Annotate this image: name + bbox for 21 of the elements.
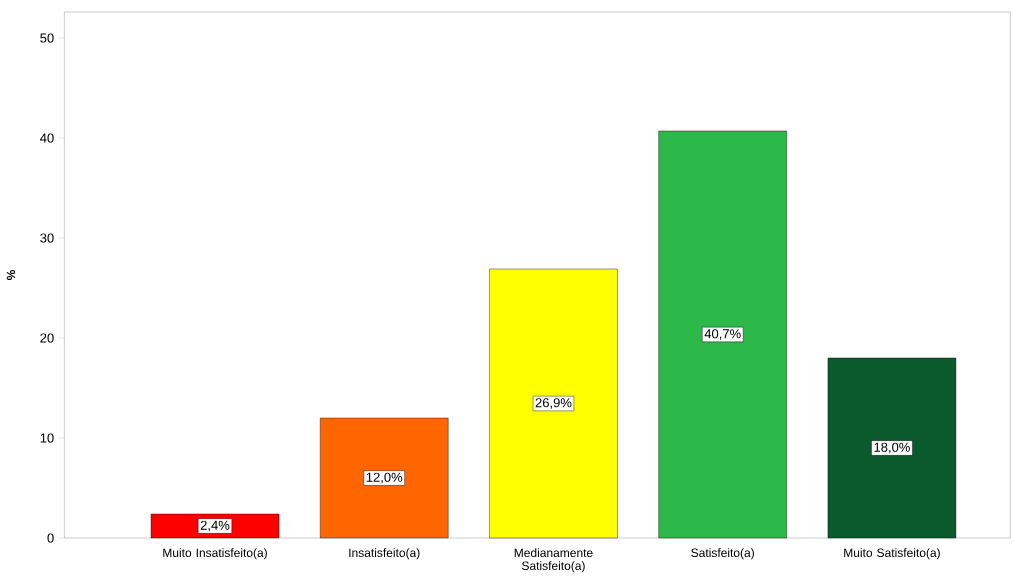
data-label: 2,4% xyxy=(200,520,230,532)
data-label: 12,0% xyxy=(366,472,403,484)
x-tick-label: Muito Satisfeito(a) xyxy=(844,548,940,560)
bar xyxy=(320,417,449,539)
x-tick-label: Satisfeito(a) xyxy=(691,548,754,560)
y-axis-title: % xyxy=(6,269,16,281)
x-tick-label: Medianamente Satisfeito(a) xyxy=(514,548,593,573)
x-tick-label: Muito Insatisfeito(a) xyxy=(163,548,267,560)
y-tick-label: 40 xyxy=(40,133,54,143)
bar xyxy=(658,130,787,539)
bar xyxy=(827,357,957,539)
x-tick-label: Insatisfeito(a) xyxy=(349,548,420,560)
data-label: 40,7% xyxy=(704,329,741,340)
bar xyxy=(489,268,618,539)
y-tick-label: 10 xyxy=(40,433,54,443)
y-tick-label: 20 xyxy=(40,333,54,343)
data-label: 26,9% xyxy=(535,398,572,409)
y-tick-label: 0 xyxy=(47,533,54,543)
data-label: 18,0% xyxy=(874,442,910,454)
y-tick-label: 30 xyxy=(40,233,54,243)
y-tick-label: 50 xyxy=(40,33,54,43)
